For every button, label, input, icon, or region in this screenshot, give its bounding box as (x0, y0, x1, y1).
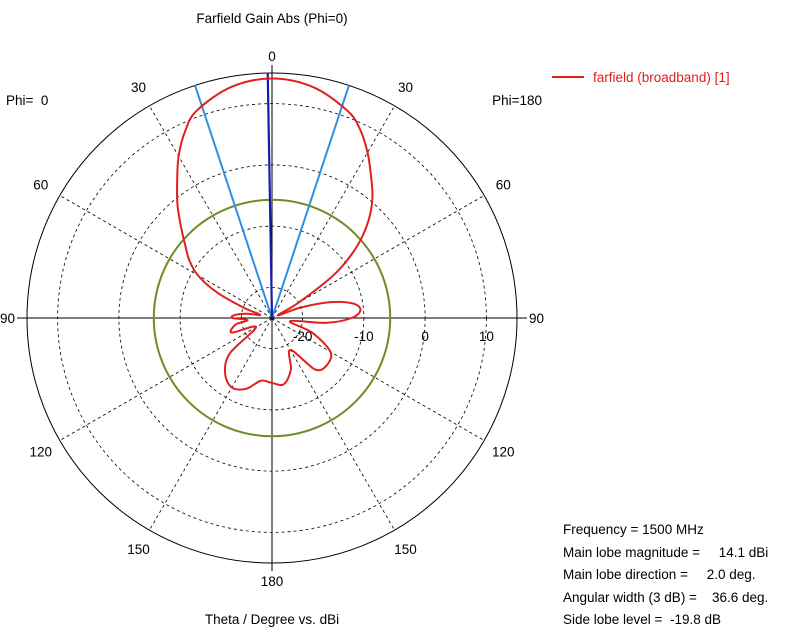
x-axis-label: Theta / Degree vs. dBi (205, 612, 339, 627)
radial-tick-3: 10 (479, 329, 494, 344)
info-panel: Frequency = 1500 MHz Main lobe magnitude… (563, 519, 768, 632)
tick-label-30-right: 30 (398, 80, 413, 95)
grid-spoke-210 (149, 317, 273, 531)
tick-label-150-right: 150 (394, 542, 417, 557)
grid-spoke-330 (149, 105, 273, 319)
grid-spoke-60 (271, 195, 485, 319)
tick-label-60-right: 60 (496, 178, 511, 193)
tick-label-150-left: 150 (127, 542, 150, 557)
radial-tick-2: 0 (421, 329, 429, 344)
legend-entry: farfield (broadband) [1] (593, 70, 730, 85)
angle-tick-labels: 0 180 90 90 30 30 60 60 120 120 150 150 (0, 49, 544, 589)
radial-tick-1: -10 (354, 329, 374, 344)
grid-spoke-120 (271, 317, 485, 441)
phi-left-label: Phi= 0 (6, 93, 48, 108)
angular-width-text: Angular width (3 dB) = 36.6 deg. (563, 589, 769, 605)
tick-label-0: 0 (268, 49, 276, 64)
main-lobe-direction-line (266, 73, 274, 319)
radial-tick-labels: -20 -10 0 10 (293, 329, 494, 344)
beam-overlays (152, 73, 392, 438)
side-lobe-level-text: Side lobe level = -19.8 dB (563, 612, 721, 627)
tick-label-120-right: 120 (492, 445, 515, 460)
tick-label-60-left: 60 (33, 178, 48, 193)
tick-label-120-left: 120 (30, 445, 53, 460)
frequency-text: Frequency = 1500 MHz (563, 522, 704, 537)
tick-label-30-left: 30 (131, 80, 146, 95)
beamwidth-line-1 (271, 85, 350, 319)
main-lobe-direction-text: Main lobe direction = 2.0 deg. (563, 567, 756, 582)
legend: farfield (broadband) [1] (552, 70, 730, 85)
series-line-0 (176, 77, 374, 391)
tick-label-180: 180 (261, 574, 284, 589)
main-lobe-magnitude-text: Main lobe magnitude = 14.1 dBi (563, 544, 769, 560)
tick-label-90-left: 90 (0, 311, 15, 326)
phi-right-label: Phi=180 (492, 93, 542, 108)
tick-label-90-right: 90 (529, 311, 544, 326)
sidelobe-level-circle (152, 198, 392, 438)
grid-spoke-30 (271, 105, 395, 319)
grid-spoke-300 (59, 195, 273, 319)
radial-tick-0: -20 (293, 329, 313, 344)
beamwidth-line-0 (194, 85, 273, 319)
grid-spoke-150 (271, 317, 395, 531)
grid-spoke-240 (59, 317, 273, 441)
chart-title: Farfield Gain Abs (Phi=0) (196, 11, 347, 26)
series-group (176, 77, 374, 391)
